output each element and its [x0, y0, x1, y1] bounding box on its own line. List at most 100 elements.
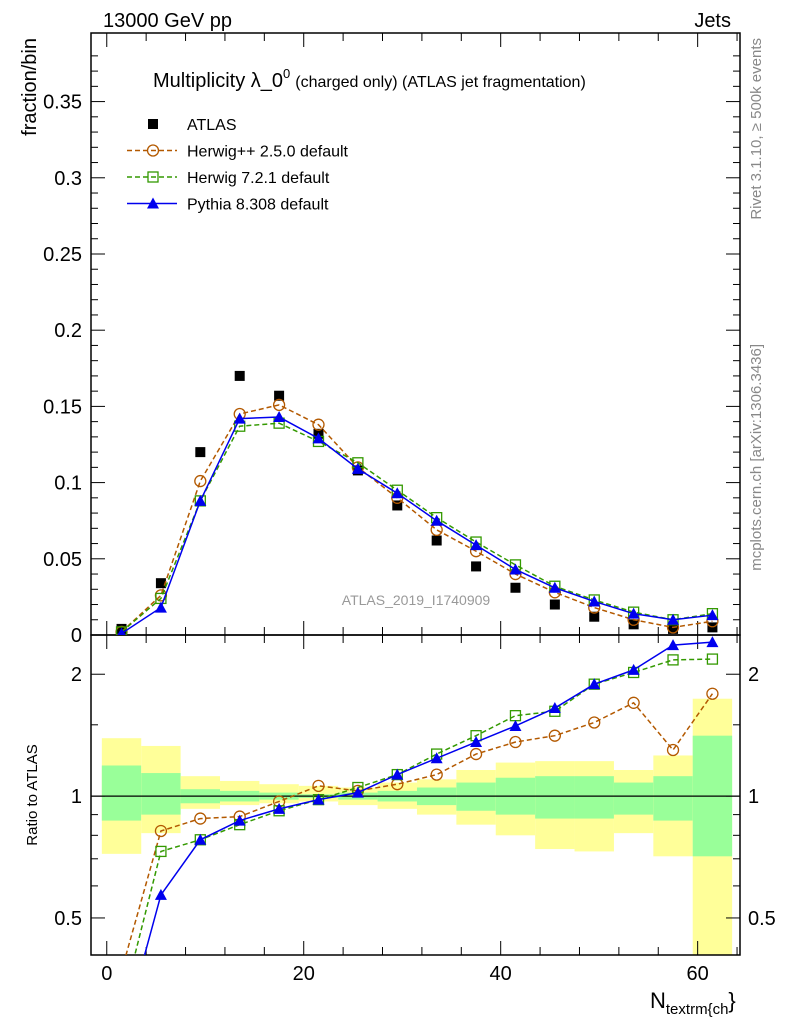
xlabel-main: N: [650, 988, 666, 1013]
ratio-point-herwigpp: [116, 965, 127, 976]
uncertainty-band-green: [535, 776, 575, 819]
ratio-point-pythia: [509, 719, 522, 731]
y-tick-label: 0.05: [43, 549, 82, 571]
main-point-atlas: [549, 599, 560, 610]
xlabel-tail: }: [728, 988, 735, 1013]
main-point-atlas: [274, 390, 285, 401]
main-point-herwigpp: [194, 474, 207, 488]
uncertainty-band-green: [141, 773, 181, 815]
ratio-point-pythia: [312, 793, 325, 805]
ratio-point-herwigpp: [154, 824, 168, 838]
ratio-point-herwigpp: [588, 716, 601, 729]
ratio-point-herwigpp: [430, 768, 443, 781]
y-tick-label: 0.25: [43, 244, 82, 266]
uncertainty-band-green: [653, 776, 693, 821]
main-point-pythia: [588, 595, 601, 607]
ratio-point-herwigpp: [509, 735, 522, 749]
ratio-y-axis-label: Ratio to ATLAS: [24, 744, 41, 845]
ratio-series: [116, 636, 719, 1013]
y-tick-label: 0.1: [54, 473, 82, 495]
main-line-herwig7: [121, 422, 713, 633]
ratio-point-pythia: [470, 736, 483, 748]
legend-marker-herwig7: [147, 171, 159, 183]
header-right: Jets: [694, 10, 731, 32]
legend-label-herwigpp: Herwig++ 2.5.0 default: [187, 144, 349, 161]
legend: ATLAS Herwig++ 2.5.0 default Herwig 7.2.1 …: [127, 117, 349, 214]
main-line-herwigpp: [121, 404, 713, 633]
main-point-pythia: [430, 514, 443, 526]
ratio-frame: [90, 634, 741, 956]
main-point-atlas: [195, 447, 206, 458]
header-left: 13000 GeV pp: [103, 10, 232, 32]
side-rivet: Rivet 3.1.10, ≥ 500k events: [748, 38, 765, 220]
main-point-herwigpp: [430, 523, 443, 536]
x-tick-label: 0: [101, 963, 112, 985]
x-tick-label: 60: [687, 963, 709, 985]
ratio-point-herwig7: [117, 1003, 127, 1013]
y-tick-label: 0.15: [43, 396, 82, 418]
ratio-point-pythia: [154, 888, 167, 900]
ratio-y-tick-label: 0.5: [54, 908, 82, 930]
main-point-pythia: [273, 411, 286, 423]
main-point-atlas: [155, 578, 166, 589]
ratio-point-pythia: [273, 802, 286, 814]
ratio-y-tick-label-right: 0.5: [748, 908, 776, 930]
chart-title: Multiplicity λ_00 (charged only) (ATLAS j…: [153, 66, 586, 92]
x-tick-label: 40: [490, 963, 512, 985]
main-point-pythia: [627, 607, 640, 619]
ratio-point-pythia: [667, 639, 680, 651]
x-tick-label: 20: [293, 963, 315, 985]
ratio-point-pythia: [548, 702, 561, 714]
watermark: ATLAS_2019_I1740909: [342, 592, 491, 608]
ratio-line-herwigpp: [125, 693, 714, 955]
title-main: Multiplicity λ_0: [153, 70, 283, 92]
main-point-pythia: [667, 613, 680, 625]
title-rest: (charged only) (ATLAS jet fragmentation): [295, 74, 586, 91]
main-point-pythia: [548, 581, 561, 593]
legend-label-atlas: ATLAS: [187, 117, 237, 134]
main-point-herwigpp: [272, 398, 286, 412]
ratio-point-herwigpp: [666, 743, 680, 757]
legend-marker-herwigpp: [146, 144, 160, 157]
main-point-pythia: [706, 609, 719, 621]
y-tick-label: 0.3: [54, 168, 82, 190]
main-point-pythia: [233, 412, 246, 424]
main-point-atlas: [471, 561, 482, 572]
ratio-y-tick-label: 1: [71, 786, 82, 808]
ratio-bands: [91, 698, 740, 955]
main-point-atlas: [392, 500, 403, 511]
ratio-point-pythia: [233, 814, 246, 826]
main-point-atlas: [431, 535, 442, 546]
y-tick-label: 0: [71, 625, 82, 647]
main-line-pythia: [121, 416, 713, 635]
uncertainty-band-green: [101, 765, 142, 821]
ratio-line-herwig7: [134, 658, 713, 955]
main-point-herwigpp: [312, 418, 325, 431]
ratio-point-herwigpp: [627, 696, 640, 709]
ratio-point-herwig7: [667, 654, 679, 666]
main-series: [115, 370, 719, 635]
uncertainty-band-green: [613, 782, 654, 815]
ratio-point-pythia: [391, 768, 404, 780]
y-tick-label: 0.2: [54, 320, 82, 342]
main-point-pythia: [194, 494, 207, 506]
main-point-pythia: [391, 487, 404, 499]
main-point-pythia: [312, 432, 325, 444]
side-mcplots: mcplots.cern.ch [arXiv:1306.3436]: [748, 344, 765, 571]
main-point-herwig7: [115, 626, 128, 635]
legend-marker-pythia: [147, 197, 159, 209]
main-point-atlas: [234, 370, 245, 381]
ratio-y-tick-label-right: 2: [748, 664, 759, 686]
legend-marker-atlas: [148, 119, 158, 129]
axes: 00.050.10.150.20.250.30.350.5 0.51 12 20 20 4…: [43, 32, 776, 985]
xlabel-sub: textrm{ch: [666, 1001, 729, 1018]
ratio-point-pythia: [706, 636, 719, 648]
ratio-point-herwig7: [706, 653, 719, 665]
ratio-y-tick-label-right: 1: [748, 786, 759, 808]
main-point-atlas: [510, 582, 521, 593]
ratio-point-herwigpp: [469, 747, 483, 761]
ratio-point-pythia: [351, 786, 364, 798]
main-point-pythia: [351, 462, 364, 474]
uncertainty-band-green: [574, 776, 614, 819]
